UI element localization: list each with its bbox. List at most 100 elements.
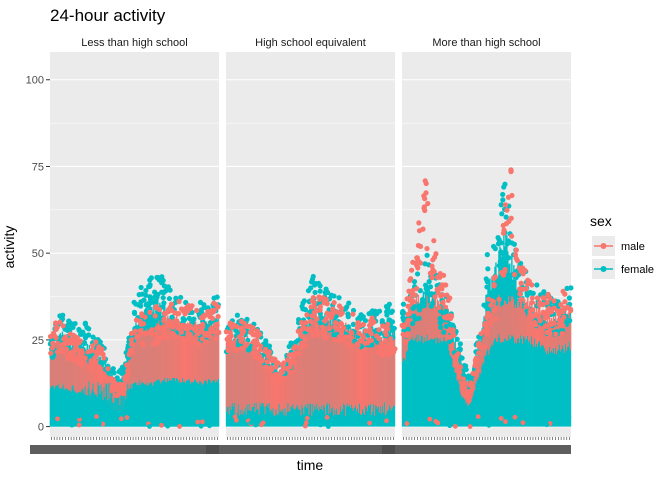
- male-point: [317, 304, 323, 310]
- female-point: [437, 320, 443, 326]
- baseline-point: [186, 413, 192, 419]
- female-point: [300, 300, 306, 306]
- male-point: [157, 335, 164, 341]
- x-tick-labels-overlap: [30, 445, 219, 454]
- baseline-point: [433, 418, 439, 424]
- male-point: [254, 333, 261, 339]
- male-point: [502, 202, 509, 208]
- male-point: [162, 311, 168, 317]
- female-point: [428, 303, 434, 309]
- female-point: [169, 314, 175, 320]
- male-point: [228, 333, 234, 339]
- male-point: [54, 324, 60, 331]
- female-point: [443, 323, 449, 329]
- female-point: [410, 320, 416, 327]
- baseline-point: [232, 414, 238, 420]
- female-point: [150, 299, 157, 305]
- baseline-point: [384, 418, 389, 424]
- male-point: [296, 350, 303, 357]
- male-point: [508, 169, 514, 175]
- male-point: [70, 337, 76, 343]
- female-point: [461, 366, 468, 373]
- male-point: [309, 298, 315, 304]
- baseline-point: [280, 415, 285, 421]
- male-point: [165, 307, 172, 313]
- male-point: [313, 321, 319, 327]
- female-point: [308, 285, 314, 291]
- female-point: [86, 332, 92, 338]
- male-point: [65, 340, 72, 346]
- male-point: [50, 340, 56, 346]
- male-point: [368, 318, 374, 324]
- male-point: [96, 345, 102, 351]
- female-point: [505, 238, 512, 244]
- male-point: [91, 361, 97, 367]
- female-point: [312, 280, 319, 287]
- female-point: [485, 266, 491, 272]
- female-point: [372, 308, 378, 314]
- male-point: [178, 329, 185, 335]
- female-point: [318, 314, 324, 321]
- male-point: [78, 358, 84, 365]
- baseline-point: [318, 422, 323, 428]
- male-point: [54, 349, 61, 355]
- female-point: [426, 279, 432, 285]
- male-point: [254, 342, 260, 348]
- male-point: [213, 336, 219, 342]
- legend-key-point: [600, 266, 607, 272]
- female-point: [423, 290, 430, 296]
- female-point: [438, 324, 444, 330]
- female-point: [498, 240, 504, 246]
- male-point: [74, 338, 80, 344]
- male-point: [179, 335, 185, 341]
- male-point: [542, 323, 549, 329]
- male-point: [161, 318, 167, 324]
- male-point: [93, 339, 99, 345]
- male-point: [526, 313, 532, 319]
- male-point: [273, 371, 279, 377]
- male-point: [244, 341, 250, 347]
- male-point: [375, 349, 382, 355]
- male-point: [511, 271, 518, 278]
- baseline-point: [165, 423, 171, 429]
- male-point: [382, 329, 388, 335]
- male-point: [226, 337, 233, 343]
- male-point: [350, 311, 356, 317]
- male-point: [564, 304, 571, 310]
- male-point: [409, 267, 415, 273]
- male-point: [233, 348, 239, 354]
- male-point: [105, 366, 111, 372]
- male-point: [89, 366, 95, 372]
- male-point: [541, 310, 548, 316]
- male-point: [57, 319, 63, 325]
- male-point: [439, 282, 445, 288]
- male-point: [468, 382, 474, 389]
- female-point: [317, 288, 323, 294]
- male-point: [516, 286, 523, 292]
- male-point: [529, 300, 535, 306]
- female-point: [81, 339, 88, 346]
- male-point: [140, 321, 147, 327]
- female-point: [302, 307, 309, 313]
- male-point: [117, 381, 123, 387]
- male-point: [516, 265, 522, 271]
- female-point: [501, 184, 507, 190]
- male-point: [207, 333, 213, 339]
- male-point: [544, 329, 550, 335]
- female-point: [141, 297, 147, 303]
- female-point: [368, 309, 374, 315]
- female-point: [499, 256, 505, 262]
- male-point: [311, 309, 317, 315]
- female-point: [457, 341, 463, 347]
- female-point: [167, 287, 173, 293]
- male-point: [167, 321, 174, 327]
- male-point: [454, 361, 460, 367]
- baseline-point: [325, 424, 331, 429]
- male-point: [139, 311, 145, 317]
- male-point: [496, 296, 502, 302]
- female-point: [500, 191, 506, 198]
- male-point: [530, 321, 536, 327]
- female-point: [331, 332, 337, 338]
- male-point: [441, 314, 448, 320]
- baseline-point: [404, 421, 410, 426]
